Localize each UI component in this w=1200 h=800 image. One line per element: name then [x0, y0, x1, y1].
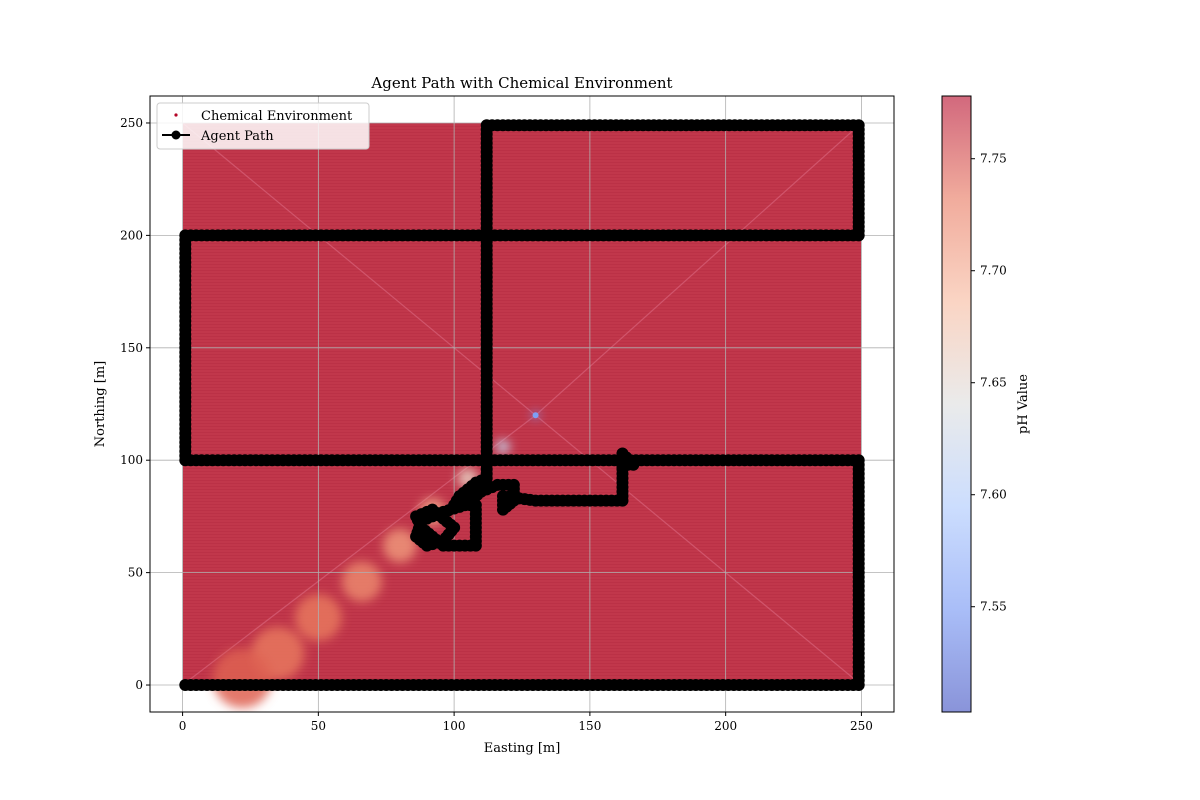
plume-sample — [383, 528, 417, 563]
agent-path — [179, 119, 865, 692]
x-axis-label: Easting [m] — [484, 741, 561, 756]
x-tick-label: 200 — [714, 719, 737, 733]
agent-path-marker — [616, 460, 629, 473]
plot-frame — [149, 95, 895, 713]
colorbar-ticks: 7.55 7.60 7.65 7.70 7.75 — [971, 152, 1007, 614]
legend: Chemical Environment Agent Path — [156, 102, 370, 150]
axis-ticks: 0 50 100 150 200 250 0 50 100 150 200 250 — [120, 116, 873, 733]
chemical-environment-field — [182, 122, 862, 708]
y-tick-label: 200 — [120, 228, 143, 242]
x-tick-label: 50 — [311, 719, 326, 733]
colorbar-tick-label: 7.65 — [980, 376, 1007, 390]
chart-title: Agent Path with Chemical Environment — [370, 74, 672, 92]
y-tick-label: 50 — [128, 566, 143, 580]
legend-marker-agent-path — [171, 130, 181, 140]
colorbar-gradient — [942, 96, 971, 712]
colorbar-tick-label: 7.70 — [980, 264, 1007, 278]
colorbar-tick-label: 7.60 — [980, 488, 1007, 502]
x-tick-label: 100 — [443, 719, 466, 733]
x-tick-label: 150 — [578, 719, 601, 733]
legend-marker-chemical-environment — [174, 113, 178, 117]
plume-sample — [341, 561, 382, 602]
legend-label-agent-path: Agent Path — [200, 129, 274, 144]
y-tick-label: 150 — [120, 341, 143, 355]
y-tick-label: 0 — [135, 678, 143, 692]
y-axis-label: Northing [m] — [93, 361, 108, 447]
y-tick-label: 100 — [120, 453, 143, 467]
plume-sample — [495, 439, 511, 454]
colorbar-frame — [941, 95, 972, 713]
colorbar: 7.55 7.60 7.65 7.70 7.75 pH Value — [941, 95, 1031, 713]
environment-diagonal — [182, 122, 536, 416]
legend-box — [156, 102, 370, 150]
x-tick-label: 0 — [179, 719, 187, 733]
plot-area: 0 50 100 150 200 250 0 50 100 150 200 250 — [120, 95, 895, 733]
x-tick-label: 250 — [850, 719, 873, 733]
legend-label-chemical-environment: Chemical Environment — [201, 109, 353, 124]
y-tick-label: 250 — [120, 116, 143, 130]
plume-sample — [212, 648, 272, 708]
colorbar-label: pH Value — [1016, 374, 1031, 434]
plume-source — [532, 412, 539, 419]
colorbar-tick-label: 7.55 — [980, 600, 1007, 614]
colorbar-tick-label: 7.75 — [980, 152, 1007, 166]
